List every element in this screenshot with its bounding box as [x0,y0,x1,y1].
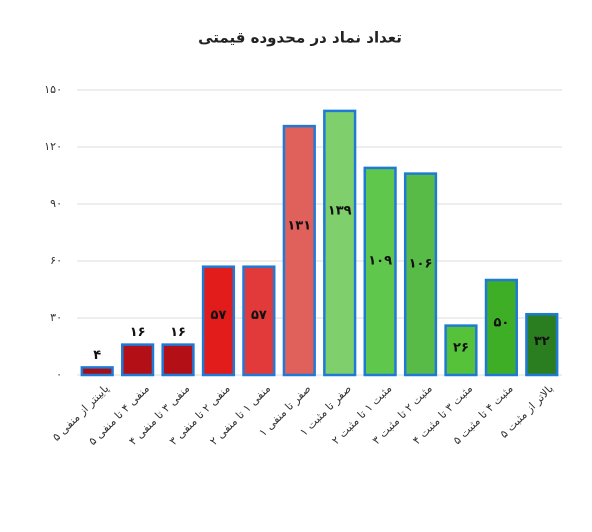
bar [242,265,276,377]
y-tick-label: ۱۵۰ [44,83,62,96]
value-label: ۱۰۹ [368,254,392,269]
value-label: ۵۷ [251,308,267,323]
bar [201,265,236,377]
y-tick-label: ۱۲۰ [44,140,62,153]
value-label: ۵۰ [493,315,509,330]
bar [444,324,478,377]
bar [282,124,316,377]
value-label: ۱۰۶ [409,257,433,272]
bar [403,172,438,377]
chart-title: تعداد نماد در محدوده قیمتی [198,29,402,47]
value-label: ۱۶ [170,325,186,340]
bar [484,278,518,377]
y-tick-label: ۹۰ [50,197,62,210]
bar [363,166,397,377]
y-tick-label: ۶۰ [50,254,62,267]
value-label: ۱۳۹ [328,203,352,218]
value-label: ۱۳۱ [287,219,311,234]
value-label: ۲۶ [453,340,469,355]
bar [121,343,155,377]
y-tick-label: ۰ [56,368,62,381]
bar [323,109,357,377]
value-label: ۳۲ [534,334,550,349]
y-tick-label: ۳۰ [50,311,62,324]
bar [80,366,114,377]
bar [161,343,195,377]
bar [525,312,559,377]
value-label: ۵۷ [211,308,227,323]
value-label: ۱۶ [130,325,146,340]
value-label: ۴ [93,348,101,363]
